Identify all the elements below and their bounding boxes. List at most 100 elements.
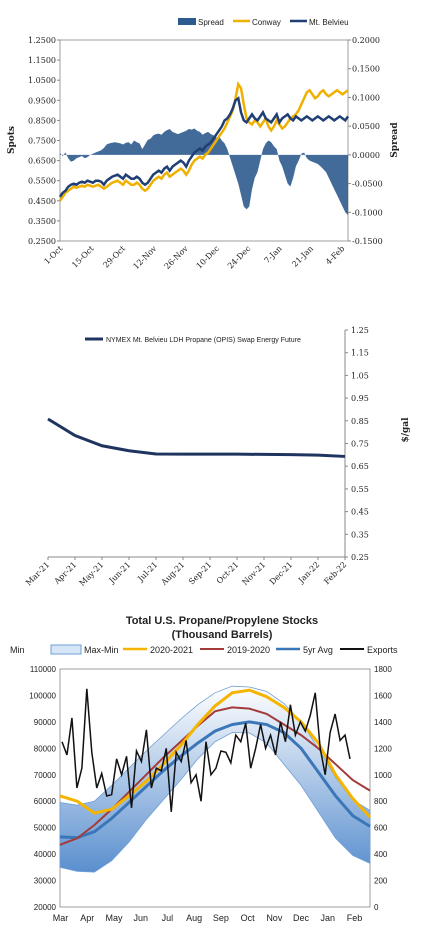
y-tick-label: 1.25 xyxy=(351,326,369,335)
x-tick-label: 15-Oct xyxy=(70,243,96,269)
y-tick-label: 0.8500 xyxy=(28,116,56,125)
x-tick-label: 7-Jan xyxy=(263,244,284,265)
y-tick-label: 40000 xyxy=(34,850,57,859)
x-tick-label: 4-Feb xyxy=(324,244,346,266)
y-tick-label: 30000 xyxy=(34,877,57,886)
x-tick-label: Feb-22 xyxy=(322,560,348,586)
propane-stocks-chart: Total U.S. Propane/Propylene Stocks (Tho… xyxy=(10,615,398,923)
y-tick-label: 1.1500 xyxy=(28,56,56,65)
x-tick-label: 24-Dec xyxy=(226,244,253,271)
y-tick-label: 0.85 xyxy=(351,417,369,426)
y2-tick-label: 600 xyxy=(374,824,388,833)
x-tick-label: Nov xyxy=(266,913,283,923)
y2-tick-label: 1600 xyxy=(374,691,392,700)
exports-line xyxy=(61,688,351,812)
y-tick-label: 1.05 xyxy=(351,371,369,380)
legend-avg-label: 5yr Avg xyxy=(303,645,333,655)
y-tick-label: 20000 xyxy=(34,903,57,912)
y-tick-label: 0.55 xyxy=(351,485,369,494)
y2-axis-label: Spread xyxy=(390,122,400,158)
legend-spread-label: Spread xyxy=(198,18,224,27)
min-max-band xyxy=(59,685,371,873)
x-tick-label: Jul xyxy=(162,913,174,923)
y-tick-label: 80000 xyxy=(34,744,57,753)
x-tick-label: 26-Nov xyxy=(163,244,190,271)
conway-line xyxy=(58,81,349,202)
x-tick-label: Aug-21 xyxy=(159,560,187,588)
y-tick-label: 0.25 xyxy=(351,553,369,562)
x-tick-label: Jun xyxy=(133,913,148,923)
x-tick-label: Mar-21 xyxy=(24,560,51,587)
y-tick-label: 1.0500 xyxy=(28,76,56,85)
chart3-title: Total U.S. Propane/Propylene Stocks xyxy=(126,615,318,627)
y-tick-label: 0.9500 xyxy=(28,96,56,105)
spread-area xyxy=(60,128,348,216)
y-tick-label: 1.15 xyxy=(351,349,369,358)
legend-exports-label: Exports xyxy=(367,645,398,655)
2020-2021-line xyxy=(59,688,372,819)
x-tick-label: Mar xyxy=(53,913,69,923)
y-tick-label: 0.4500 xyxy=(28,197,56,206)
y-tick-label: 0.7500 xyxy=(28,137,56,146)
y-tick-label: 50000 xyxy=(34,824,57,833)
x-tick-label: Sep-21 xyxy=(187,560,213,586)
chart3-frame xyxy=(59,668,371,908)
x-tick-label: Feb xyxy=(347,913,363,923)
swap-future-line xyxy=(47,417,346,458)
x-tick-label: May-21 xyxy=(78,560,106,588)
legend-conway-label: Conway xyxy=(252,18,281,27)
legend-spread-swatch xyxy=(178,18,196,25)
y-tick-label: 0.5500 xyxy=(28,177,56,186)
y-tick-label: 1.2500 xyxy=(28,36,56,45)
x-tick-label: Oct-21 xyxy=(215,560,241,586)
y2-tick-label: 1800 xyxy=(374,665,392,674)
y2-tick-label: -0.1500 xyxy=(352,237,383,246)
y2-tick-label: -0.1000 xyxy=(352,208,383,217)
chart3-subtitle: (Thousand Barrels) xyxy=(172,629,273,641)
legend-band-label: Max-Min xyxy=(84,645,119,655)
x-tick-label: Nov-21 xyxy=(240,560,267,587)
y-tick-label: 70000 xyxy=(34,771,57,780)
y2-tick-label: 0 xyxy=(374,903,379,912)
y-tick-label: 0.95 xyxy=(351,394,369,403)
x-tick-label: Jul-21 xyxy=(136,560,160,584)
y-tick-label: 0.3500 xyxy=(28,217,56,226)
x-tick-label: May xyxy=(105,913,123,923)
x-tick-label: 21-Jan xyxy=(290,244,315,269)
legend-label: NYMEX Mt. Belvieu LDH Propane (OPIS) Swa… xyxy=(106,337,301,344)
x-tick-label: Sep xyxy=(213,913,229,923)
swap-future-chart: 0.25 0.35 0.45 0.55 0.65 0.75 0.85 0.95 1.05 1.15… xyxy=(24,326,411,588)
y-axis-label: Spots xyxy=(7,126,17,154)
x-tick-label: 10-Dec xyxy=(195,244,222,271)
y-tick-label: 0.35 xyxy=(351,530,369,539)
y-tick-label: 60000 xyxy=(34,797,57,806)
x-tick-label: Jan xyxy=(321,913,336,923)
legend-min-label: Min xyxy=(10,645,25,655)
belvieu-line xyxy=(58,96,350,198)
legend-belvieu-label: Mt. Belvieu xyxy=(309,18,349,27)
y2-tick-label: 400 xyxy=(374,850,388,859)
x-tick-label: Jun-21 xyxy=(107,560,133,586)
y-tick-label: 0.6500 xyxy=(28,157,56,166)
y2-tick-label: 0.0500 xyxy=(352,122,380,131)
x-tick-label: Dec xyxy=(293,913,310,923)
y2-tick-label: 0.2000 xyxy=(352,36,380,45)
y-tick-label: 100000 xyxy=(29,691,56,700)
y-tick-label: 0.75 xyxy=(351,440,369,449)
y-tick-label: 90000 xyxy=(34,718,57,727)
x-tick-label: 1-Oct xyxy=(42,243,65,266)
legend-2019-label: 2019-2020 xyxy=(227,645,270,655)
y2-tick-label: 1400 xyxy=(374,718,392,727)
legend-2020-label: 2020-2021 xyxy=(150,645,193,655)
y2-tick-label: 1000 xyxy=(374,771,392,780)
x-tick-label: Aug xyxy=(186,913,202,923)
y2-tick-label: 0.1000 xyxy=(352,93,380,102)
y2-tick-label: 0.1500 xyxy=(352,65,380,74)
y2-tick-label: 0.0000 xyxy=(352,151,380,160)
y2-tick-label: 800 xyxy=(374,797,388,806)
x-tick-label: Apr-21 xyxy=(52,560,79,587)
x-tick-label: 12-Nov xyxy=(131,244,158,271)
y-axis-label: $/gal xyxy=(401,417,411,443)
x-tick-label: Oct xyxy=(241,913,256,923)
y2-tick-label: 200 xyxy=(374,877,388,886)
